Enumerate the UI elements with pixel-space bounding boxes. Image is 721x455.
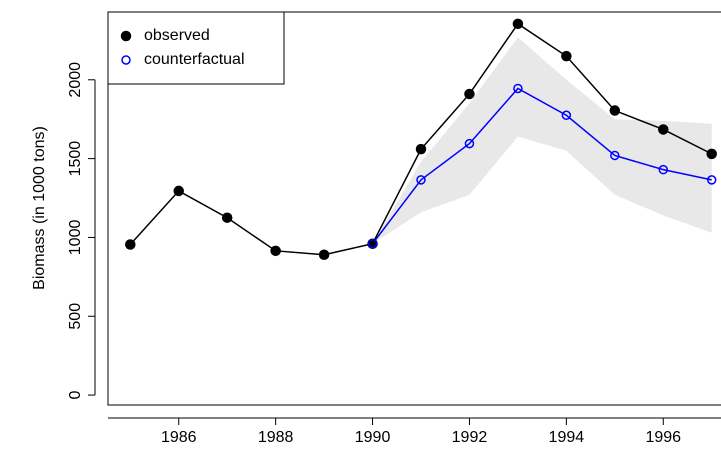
data-point bbox=[318, 249, 330, 261]
legend-label: counterfactual bbox=[144, 51, 245, 68]
x-tick-label: 1992 bbox=[452, 429, 488, 446]
data-point bbox=[706, 175, 717, 185]
y-axis-label: Biomass (in 1000 tons) bbox=[31, 126, 48, 290]
data-point bbox=[415, 143, 427, 155]
y-tick-label: 500 bbox=[67, 303, 84, 330]
legend-marker bbox=[121, 55, 131, 65]
data-point bbox=[221, 212, 233, 223]
data-point bbox=[416, 175, 426, 185]
data-point bbox=[561, 110, 572, 121]
y-tick-label: 1000 bbox=[67, 220, 84, 256]
data-point bbox=[513, 83, 523, 94]
legend-label: observed bbox=[144, 27, 210, 44]
x-tick-label: 1990 bbox=[355, 429, 391, 446]
y-tick-label: 0 bbox=[67, 391, 84, 400]
data-point bbox=[270, 245, 281, 257]
data-point bbox=[464, 138, 475, 149]
x-tick-label: 1996 bbox=[645, 429, 681, 446]
y-tick-label: 2000 bbox=[67, 62, 84, 98]
data-point bbox=[125, 239, 136, 250]
data-point bbox=[173, 185, 184, 197]
confidence-band bbox=[372, 37, 712, 244]
data-point bbox=[658, 124, 669, 135]
x-tick-label: 1986 bbox=[161, 429, 197, 446]
data-point bbox=[512, 18, 524, 30]
data-point bbox=[706, 148, 717, 160]
x-tick-label: 1988 bbox=[258, 429, 294, 446]
data-point bbox=[609, 105, 621, 116]
data-point bbox=[464, 88, 475, 100]
legend-box bbox=[107, 11, 285, 85]
data-point bbox=[658, 164, 669, 175]
x-tick-label: 1994 bbox=[549, 429, 585, 446]
series-line bbox=[371, 87, 712, 245]
y-tick-label: 1500 bbox=[67, 141, 84, 177]
data-point bbox=[367, 238, 378, 249]
data-point bbox=[610, 150, 620, 161]
data-point bbox=[561, 50, 572, 62]
legend-marker bbox=[120, 30, 132, 42]
plot-frame bbox=[107, 11, 721, 406]
